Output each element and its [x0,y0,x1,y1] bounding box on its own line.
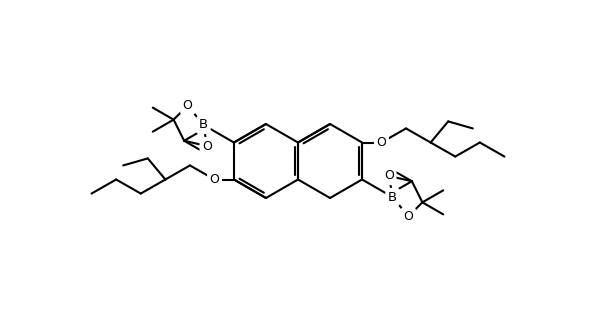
Text: O: O [384,169,394,183]
Text: O: O [377,136,386,149]
Text: O: O [210,173,219,186]
Text: B: B [388,191,397,204]
Text: B: B [199,118,208,131]
Text: O: O [403,210,413,223]
Text: O: O [183,99,193,112]
Text: O: O [202,139,212,153]
